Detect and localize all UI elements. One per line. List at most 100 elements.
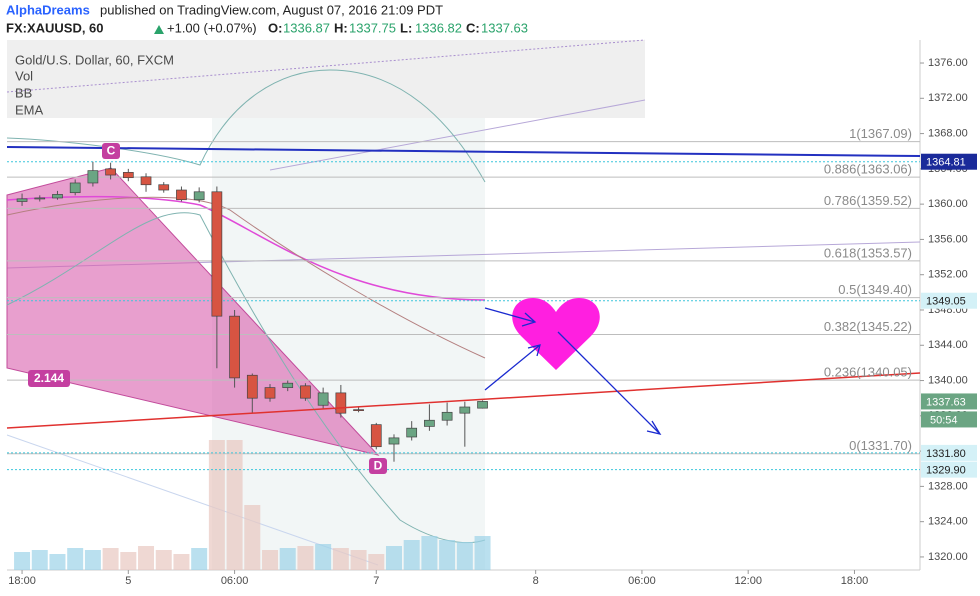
ohlc-key: C: — [466, 20, 480, 35]
ohlc-value: 1336.82 — [415, 20, 462, 35]
volume-bar — [368, 554, 385, 570]
price-label: 1337.63 — [926, 396, 966, 408]
candle-body — [16, 198, 28, 202]
ohlc-value: 1337.75 — [349, 20, 396, 35]
ohlc-key: O: — [268, 20, 282, 35]
ohlc-key: H: — [334, 20, 348, 35]
x-tick-label: 5 — [125, 575, 131, 587]
volume-bar — [49, 554, 66, 570]
volume-bar — [279, 548, 296, 570]
fib-label: 0(1331.70) — [849, 438, 912, 453]
volume-bar — [67, 548, 84, 570]
fib-label: 0.786(1359.52) — [824, 193, 912, 208]
y-tick-label: 1340.00 — [928, 374, 968, 386]
point-label: D — [374, 459, 383, 473]
volume-bar — [102, 548, 119, 570]
x-tick-label: 8 — [533, 575, 539, 587]
y-tick-label: 1320.00 — [928, 551, 968, 563]
x-tick-label: 06:00 — [628, 575, 656, 587]
published: published on TradingView.com, August 07,… — [100, 2, 443, 17]
price-label: 1331.80 — [926, 448, 966, 460]
trend-line — [6, 39, 646, 93]
candle-body — [335, 392, 347, 414]
author[interactable]: AlphaDreams — [6, 2, 90, 17]
up-arrow — [154, 25, 164, 34]
volume-bar — [226, 440, 243, 570]
data-layer — [7, 141, 920, 570]
countdown: 50:54 — [930, 414, 958, 426]
candle-body — [441, 411, 453, 421]
volume-bar — [14, 552, 31, 570]
candle-body — [317, 392, 329, 406]
x-tick-label: 06:00 — [221, 575, 249, 587]
x-tick-label: 18:00 — [841, 575, 869, 587]
trend-line — [6, 372, 921, 429]
volume-bar — [155, 550, 172, 570]
candle-body — [193, 191, 205, 201]
x-tick-label: 12:00 — [734, 575, 762, 587]
volume-bar — [173, 554, 190, 570]
candle-body — [282, 382, 294, 388]
candle-body — [459, 406, 471, 414]
legend-item: BB — [15, 85, 32, 100]
candle-body — [122, 172, 134, 179]
candle-body — [264, 387, 276, 399]
candle-body — [87, 170, 99, 184]
candle-body — [69, 182, 81, 194]
volume-bar — [332, 548, 349, 570]
fib-label: 1(1367.09) — [849, 126, 912, 141]
ohlc-value: 1336.87 — [283, 20, 330, 35]
y-tick-label: 1372.00 — [928, 92, 968, 104]
price-label-bg — [921, 153, 977, 170]
candle-body — [158, 184, 170, 191]
volume-bar — [120, 552, 137, 570]
volume-bar — [350, 550, 367, 570]
y-tick-label: 1324.00 — [928, 516, 968, 528]
candle-body — [353, 409, 364, 412]
price-label: 1329.90 — [926, 465, 966, 477]
y-tick-label: 1344.00 — [928, 339, 968, 351]
candle-body — [388, 437, 400, 445]
heart-drawing — [512, 298, 600, 370]
x-tick-label: 18:00 — [8, 575, 36, 587]
point-label-bg — [102, 143, 120, 159]
candle-body — [52, 194, 63, 199]
volume-bar — [244, 505, 261, 570]
legend-item: EMA — [15, 102, 44, 117]
ratio-label: 2.144 — [34, 371, 64, 385]
legend-item: Vol — [15, 68, 33, 83]
fib-label: 0.382(1345.22) — [824, 319, 912, 334]
ema-line — [6, 196, 486, 359]
candle-body — [229, 315, 240, 379]
price-label-bg — [921, 461, 977, 478]
price-label-bg — [921, 444, 977, 461]
y-tick-label: 1376.00 — [928, 57, 968, 69]
ohlc: O: 1336.87 H: 1337.75 L: 1336.82 C: 1337.63 — [268, 20, 528, 35]
candle-body — [34, 197, 46, 200]
y-tick-label: 1352.00 — [928, 269, 968, 281]
fib-label: 0.618(1353.57) — [824, 245, 912, 260]
volume-bar — [31, 550, 48, 570]
price-label: 1364.81 — [926, 157, 966, 169]
volume-bar — [84, 550, 101, 570]
candle-body — [211, 191, 223, 317]
price-label-bg — [921, 393, 977, 410]
ema-line — [6, 195, 486, 301]
trend-line — [6, 434, 379, 566]
volume-bar — [297, 546, 314, 570]
ohlc-value: 1337.63 — [481, 20, 528, 35]
trend-line — [6, 146, 921, 157]
point-label-bg — [369, 458, 387, 474]
bb-lower — [6, 212, 486, 544]
volume-bar — [138, 546, 155, 570]
ratio-label-bg — [28, 370, 70, 387]
x-tick-label: 7 — [373, 575, 379, 587]
volume-bar — [191, 548, 208, 570]
y-tick-label: 1356.00 — [928, 233, 968, 245]
fib-label: 0.236(1340.05) — [824, 365, 912, 380]
candle-body — [424, 419, 435, 427]
candle-body — [370, 424, 382, 448]
trend-line — [269, 99, 646, 171]
candle-body — [105, 168, 116, 176]
